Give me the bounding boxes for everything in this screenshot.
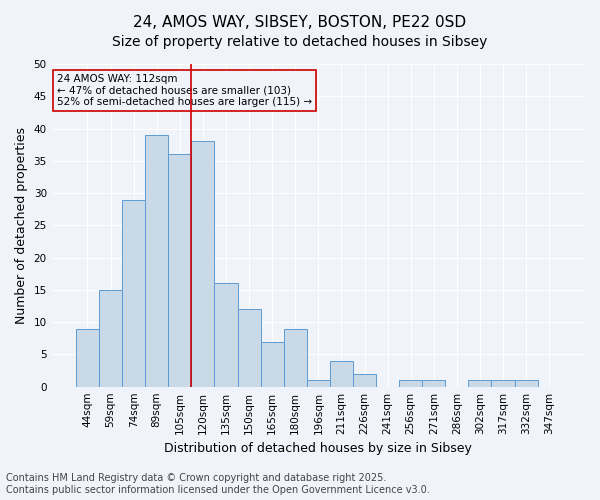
Bar (284, 328, 307, 386)
X-axis label: Distribution of detached houses by size in Sibsey: Distribution of detached houses by size … (164, 442, 472, 455)
Bar (214, 284, 238, 387)
Bar (491, 380, 515, 386)
Bar (422, 380, 445, 386)
Bar (515, 380, 538, 386)
Text: 24 AMOS WAY: 112sqm
← 47% of detached houses are smaller (103)
52% of semi-detac: 24 AMOS WAY: 112sqm ← 47% of detached ho… (57, 74, 312, 107)
Bar (330, 361, 353, 386)
Bar (238, 309, 260, 386)
Bar (145, 135, 168, 386)
Bar (399, 380, 422, 386)
Bar (260, 342, 284, 386)
Bar (469, 380, 491, 386)
Bar (191, 142, 214, 386)
Text: Size of property relative to detached houses in Sibsey: Size of property relative to detached ho… (112, 35, 488, 49)
Bar (168, 154, 191, 386)
Bar (353, 374, 376, 386)
Text: Contains HM Land Registry data © Crown copyright and database right 2025.
Contai: Contains HM Land Registry data © Crown c… (6, 474, 430, 495)
Y-axis label: Number of detached properties: Number of detached properties (15, 127, 28, 324)
Text: 24, AMOS WAY, SIBSEY, BOSTON, PE22 0SD: 24, AMOS WAY, SIBSEY, BOSTON, PE22 0SD (133, 15, 467, 30)
Bar (76, 328, 99, 386)
Bar (122, 200, 145, 386)
Bar (99, 290, 122, 386)
Bar (307, 380, 330, 386)
